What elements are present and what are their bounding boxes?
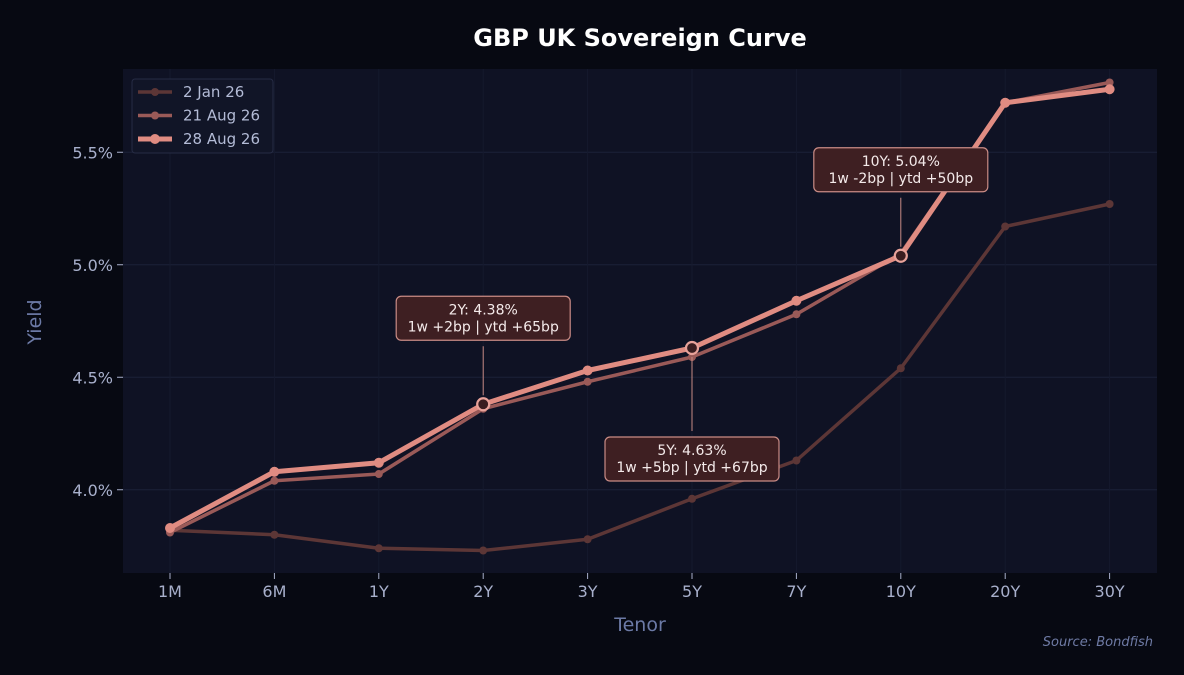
- series-line: [168, 202, 1112, 553]
- legend-box: [131, 78, 274, 154]
- data-point: [374, 544, 383, 553]
- data-point: [583, 535, 592, 544]
- grid-lines: [123, 69, 1157, 573]
- legend-entry: 28 Aug 26: [138, 130, 260, 148]
- data-point: [374, 470, 383, 478]
- data-point: [792, 310, 801, 319]
- plot-area: [123, 69, 1157, 573]
- chart-title: GBP UK Sovereign Curve: [473, 24, 807, 52]
- annotation-line2: 1w -2bp | ytd +50bp: [829, 171, 974, 187]
- annotation-line2: 1w +5bp | ytd +67bp: [616, 460, 767, 476]
- x-tick-label: 6M: [262, 582, 286, 601]
- x-tick-label: 7Y: [786, 582, 806, 601]
- annotation-line2: 1w +2bp | ytd +65bp: [408, 319, 559, 335]
- data-point: [270, 476, 279, 485]
- y-tick-label: 5.5%: [72, 143, 113, 162]
- annotation-line1: 2Y: 4.38%: [449, 302, 518, 318]
- data-point: [1105, 200, 1114, 208]
- annotation-box: [604, 436, 780, 482]
- annotation-box: [813, 147, 989, 193]
- data-point: [583, 377, 592, 386]
- y-axis-ticks: 4.0% 4.5% 5.0% 5.5%: [72, 143, 123, 500]
- legend-label: 2 Jan 26: [183, 83, 244, 101]
- data-point: [270, 530, 279, 539]
- data-point: [896, 364, 905, 373]
- data-point: [373, 457, 384, 468]
- legend: 2 Jan 26 21 Aug 26 28 Aug 26: [131, 78, 274, 154]
- x-tick-label: 20Y: [990, 582, 1020, 601]
- annotation-2Y: 2Y: 4.38%1w +2bp | ytd +65bp: [395, 295, 571, 412]
- legend-label: 21 Aug 26: [183, 107, 260, 125]
- legend-entry: 21 Aug 26: [138, 107, 260, 125]
- legend-marker: [151, 88, 159, 96]
- annotation-10Y: 10Y: 5.04%1w -2bp | ytd +50bp: [813, 147, 989, 263]
- data-point: [1001, 222, 1010, 231]
- x-tick-label: 1M: [158, 582, 182, 601]
- x-tick-label: 5Y: [682, 582, 702, 601]
- x-tick-label: 1Y: [369, 582, 389, 601]
- x-axis-label: Tenor: [613, 614, 666, 636]
- data-point: [582, 365, 593, 376]
- data-point: [479, 546, 488, 555]
- annotation-line1: 10Y: 5.04%: [862, 154, 940, 170]
- annotation-5Y: 5Y: 4.63%1w +5bp | ytd +67bp: [604, 340, 780, 482]
- data-point: [1105, 78, 1114, 87]
- data-point: [792, 456, 801, 465]
- data-point: [791, 295, 802, 306]
- x-tick-label: 10Y: [886, 582, 916, 601]
- data-point: [1000, 97, 1011, 108]
- y-tick-label: 5.0%: [72, 256, 113, 275]
- source-note: Source: Bondfish: [1043, 635, 1153, 650]
- data-point: [269, 466, 280, 477]
- legend-entry: 2 Jan 26: [138, 83, 244, 101]
- y-tick-label: 4.0%: [72, 481, 113, 500]
- highlight-marker: [893, 248, 908, 263]
- legend-label: 28 Aug 26: [183, 130, 260, 148]
- x-axis-ticks: 1M 6M 1Y 2Y 3Y 5Y 7Y 10Y 20Y 30Y: [158, 573, 1125, 601]
- data-point: [1104, 84, 1115, 95]
- data-point: [688, 494, 696, 503]
- x-tick-label: 3Y: [578, 582, 598, 601]
- highlight-marker: [684, 340, 700, 356]
- legend-marker: [151, 111, 159, 120]
- y-tick-label: 4.5%: [72, 368, 113, 387]
- x-tick-label: 30Y: [1095, 582, 1125, 601]
- annotation-box: [395, 295, 571, 341]
- legend-marker: [150, 134, 160, 144]
- y-axis-label: Yield: [24, 299, 46, 345]
- data-point: [165, 523, 175, 533]
- highlight-marker: [476, 397, 491, 412]
- annotation-line1: 5Y: 4.63%: [657, 443, 726, 459]
- x-tick-label: 2Y: [473, 582, 493, 601]
